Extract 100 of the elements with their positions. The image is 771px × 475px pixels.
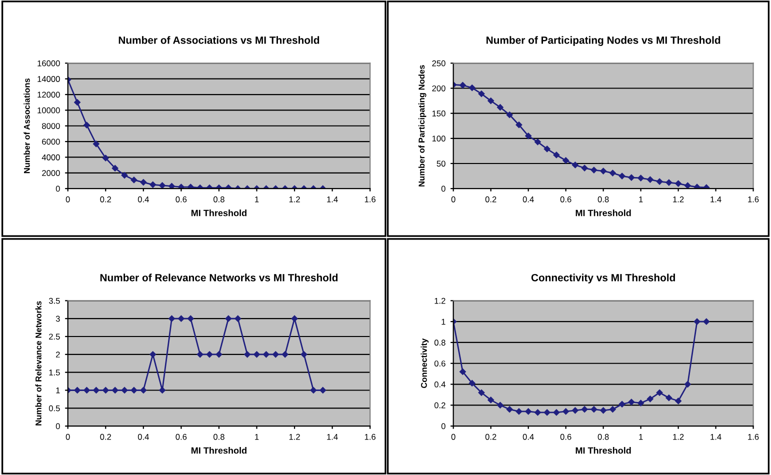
point (130, 176, 138, 184)
y-tick-label: 1.2 (434, 298, 446, 304)
point (647, 176, 654, 183)
point (497, 104, 504, 110)
point (121, 172, 128, 178)
point (460, 368, 466, 375)
point (488, 98, 494, 104)
point (572, 407, 578, 414)
point (150, 351, 156, 358)
point (675, 180, 682, 187)
chart-title: Number of Participating Nodes vs MI Threshold (486, 36, 720, 46)
point (694, 184, 700, 189)
point (300, 351, 308, 358)
point (159, 182, 166, 189)
point (516, 122, 522, 128)
point (666, 394, 672, 402)
chart-title: Connectivity vs MI Threshold (531, 274, 675, 284)
x-axis-title: MI Threshold (576, 210, 631, 216)
point (590, 406, 598, 413)
x-tick-label: 0 (451, 434, 456, 440)
x-tick-label: 1.4 (327, 196, 338, 202)
point (74, 99, 80, 106)
x-tick-label: 1.4 (327, 434, 338, 440)
x-tick-label: 1 (255, 434, 259, 440)
point (590, 166, 598, 174)
x-tick-label: 0.6 (176, 196, 187, 202)
y-tick-label: 10000 (38, 107, 60, 114)
point (544, 409, 550, 416)
point (638, 400, 644, 406)
x-tick-label: 0.4 (522, 434, 534, 440)
y-tick-label: 6000 (42, 138, 60, 145)
y-tick-label: 0.5 (48, 405, 60, 412)
x-tick-label: 0 (66, 196, 70, 202)
point (525, 132, 532, 140)
point (478, 90, 485, 97)
x-tick-label: 1.4 (710, 196, 722, 202)
point (159, 387, 166, 394)
point (93, 387, 100, 394)
point (478, 389, 485, 396)
point (121, 387, 128, 394)
point (74, 387, 80, 394)
x-tick-label: 1.6 (364, 434, 376, 440)
point (610, 406, 616, 413)
point (534, 138, 541, 146)
point (506, 112, 513, 118)
x-tick-label: 1.2 (673, 434, 684, 440)
y-tick-label: 0.4 (434, 381, 446, 388)
point (272, 351, 279, 358)
point (102, 154, 109, 162)
point (320, 387, 326, 394)
y-tick-label: 0 (441, 423, 446, 430)
x-tick-label: 1.6 (748, 196, 759, 202)
point (610, 170, 616, 176)
point (282, 351, 288, 358)
point (703, 184, 710, 189)
y-tick-label: 4000 (42, 154, 60, 160)
point (581, 164, 588, 172)
x-tick-label: 0.4 (522, 196, 534, 202)
point (187, 315, 194, 322)
y-tick-label: 0.2 (434, 402, 446, 408)
x-tick-label: 0.8 (598, 434, 609, 440)
x-tick-label: 1.2 (289, 434, 300, 440)
point (468, 84, 476, 91)
point (581, 406, 588, 413)
point (618, 172, 626, 180)
x-tick-label: 1 (639, 196, 643, 202)
point (216, 351, 222, 358)
y-tick-label: 12000 (38, 92, 60, 98)
point (618, 400, 626, 408)
point (666, 179, 672, 186)
y-tick-label: 3.5 (48, 298, 60, 304)
y-tick-label: 150 (432, 110, 446, 116)
point (694, 318, 700, 325)
x-tick-label: 1.6 (364, 196, 376, 202)
x-tick-label: 0 (451, 196, 456, 202)
point (534, 409, 541, 416)
point (84, 387, 90, 394)
y-tick-label: 0 (56, 186, 60, 192)
point (102, 387, 109, 394)
point (234, 315, 242, 322)
x-axis-title: MI Threshold (576, 447, 631, 454)
point (140, 387, 147, 394)
chart-title: Number of Associations vs MI Threshold (118, 36, 320, 44)
x-tick-label: 0.2 (485, 434, 496, 440)
y-tick-label: 250 (432, 60, 446, 66)
point (506, 406, 513, 413)
point (684, 381, 691, 388)
x-tick-label: 0 (66, 434, 70, 440)
point (225, 315, 232, 322)
y-tick-label: 0 (56, 423, 60, 430)
x-tick-label: 0.8 (598, 196, 609, 202)
point (553, 152, 560, 158)
x-axis-title: MI Threshold (191, 210, 246, 216)
point (525, 408, 532, 415)
point (638, 174, 644, 182)
point (600, 407, 606, 414)
y-tick-label: 1.5 (49, 370, 60, 376)
point (562, 408, 569, 415)
y-tick-label: 50 (436, 160, 446, 167)
point (553, 409, 560, 416)
